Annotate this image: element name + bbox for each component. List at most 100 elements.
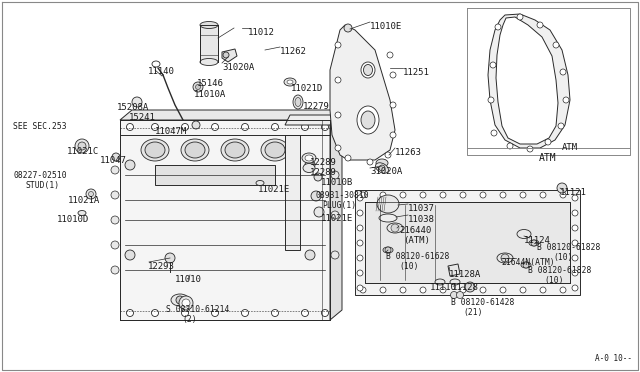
Circle shape <box>387 52 393 58</box>
Text: 11010: 11010 <box>175 275 202 284</box>
Ellipse shape <box>435 279 445 285</box>
Circle shape <box>152 310 159 317</box>
Circle shape <box>390 132 396 138</box>
Circle shape <box>357 255 363 261</box>
Text: (10): (10) <box>399 262 419 271</box>
Ellipse shape <box>141 139 169 161</box>
Text: SEE SEC.253: SEE SEC.253 <box>13 122 67 131</box>
Ellipse shape <box>284 78 296 86</box>
Circle shape <box>192 121 200 129</box>
Text: B 08120-61628: B 08120-61628 <box>386 252 449 261</box>
Circle shape <box>357 240 363 246</box>
Text: S 08310-61214: S 08310-61214 <box>166 305 229 314</box>
Circle shape <box>182 310 189 317</box>
Circle shape <box>390 102 396 108</box>
Circle shape <box>301 310 308 317</box>
Circle shape <box>182 299 190 307</box>
Polygon shape <box>488 14 570 148</box>
Circle shape <box>391 224 399 232</box>
Ellipse shape <box>152 61 160 67</box>
Circle shape <box>321 124 328 131</box>
Circle shape <box>400 192 406 198</box>
Text: 11021C: 11021C <box>67 147 99 156</box>
Text: (ATM): (ATM) <box>403 236 430 245</box>
Ellipse shape <box>261 139 289 161</box>
Text: B 08120-61828: B 08120-61828 <box>537 243 600 252</box>
Text: A-0 10--: A-0 10-- <box>595 354 632 363</box>
Circle shape <box>305 250 315 260</box>
Circle shape <box>572 255 578 261</box>
Text: (10): (10) <box>544 276 563 285</box>
Circle shape <box>460 287 466 293</box>
Circle shape <box>488 97 494 103</box>
Circle shape <box>165 253 175 263</box>
Circle shape <box>480 287 486 293</box>
Circle shape <box>357 210 363 216</box>
Circle shape <box>193 82 203 92</box>
Circle shape <box>390 72 396 78</box>
Circle shape <box>379 165 385 171</box>
Polygon shape <box>365 202 570 283</box>
Circle shape <box>572 240 578 246</box>
Text: STUD(1): STUD(1) <box>25 181 59 190</box>
Circle shape <box>78 142 86 150</box>
Polygon shape <box>330 25 395 160</box>
Circle shape <box>314 173 322 181</box>
Polygon shape <box>285 115 335 125</box>
Circle shape <box>152 124 159 131</box>
Text: (21): (21) <box>463 308 483 317</box>
Text: 31020A: 31020A <box>222 63 254 72</box>
Text: 11110: 11110 <box>430 283 457 292</box>
Circle shape <box>331 251 339 259</box>
Ellipse shape <box>265 142 285 158</box>
Text: 31020A: 31020A <box>370 167 403 176</box>
Text: 11128: 11128 <box>452 283 479 292</box>
Circle shape <box>558 123 564 129</box>
Text: 08931-30810: 08931-30810 <box>316 191 370 200</box>
Text: 11140: 11140 <box>148 67 175 76</box>
Circle shape <box>501 254 509 262</box>
Circle shape <box>314 207 324 217</box>
Ellipse shape <box>287 80 293 84</box>
Text: ATM: ATM <box>539 153 557 163</box>
Circle shape <box>557 183 567 193</box>
Text: 11010B: 11010B <box>321 178 353 187</box>
Ellipse shape <box>221 139 249 161</box>
Circle shape <box>553 42 559 48</box>
Text: (10): (10) <box>553 253 573 262</box>
Circle shape <box>480 192 486 198</box>
Circle shape <box>125 160 135 170</box>
Circle shape <box>380 192 386 198</box>
Circle shape <box>335 112 341 118</box>
Circle shape <box>360 192 366 198</box>
Circle shape <box>335 77 341 83</box>
Text: 15241: 15241 <box>129 113 156 122</box>
Circle shape <box>357 285 363 291</box>
Circle shape <box>182 124 189 131</box>
Circle shape <box>345 155 351 161</box>
Ellipse shape <box>293 95 303 109</box>
Text: B 08120-61428: B 08120-61428 <box>451 298 515 307</box>
Circle shape <box>572 210 578 216</box>
Text: 12293: 12293 <box>148 262 175 271</box>
Circle shape <box>517 14 523 20</box>
Polygon shape <box>330 110 342 320</box>
Circle shape <box>540 192 546 198</box>
Polygon shape <box>155 165 275 185</box>
Circle shape <box>420 192 426 198</box>
Circle shape <box>112 153 120 161</box>
Text: 11124: 11124 <box>524 236 551 245</box>
Circle shape <box>211 310 218 317</box>
Ellipse shape <box>517 230 531 238</box>
Text: ATM: ATM <box>562 143 578 152</box>
Circle shape <box>440 192 446 198</box>
Ellipse shape <box>78 211 86 215</box>
Text: 15146: 15146 <box>197 79 224 88</box>
Text: B 08120-61828: B 08120-61828 <box>528 266 591 275</box>
Text: 11047: 11047 <box>100 156 127 165</box>
Text: 11128A: 11128A <box>449 270 481 279</box>
Text: 11121: 11121 <box>560 188 587 197</box>
Text: 11047M: 11047M <box>155 127 188 136</box>
Ellipse shape <box>376 159 388 167</box>
Polygon shape <box>285 135 300 250</box>
